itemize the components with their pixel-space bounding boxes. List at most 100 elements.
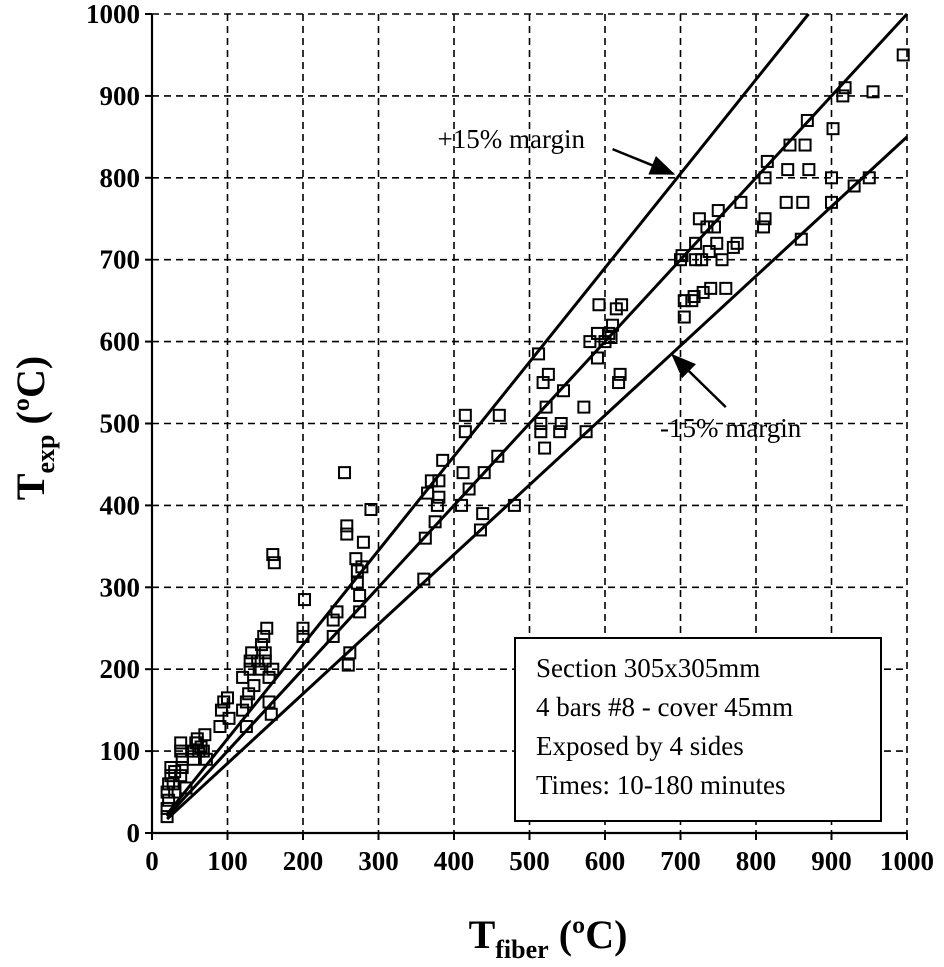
data-point: [783, 138, 797, 152]
legend-box: Section 305x305mm 4 bars #8 - cover 45mm E…: [514, 637, 882, 822]
data-point: [257, 629, 271, 643]
data-point: [702, 245, 716, 259]
data-point: [330, 605, 344, 619]
data-point: [604, 331, 618, 345]
data-point: [160, 810, 174, 824]
data-point: [534, 425, 548, 439]
data-point: [353, 605, 367, 619]
data-point: [239, 695, 253, 709]
data-point: [477, 466, 491, 480]
data-point: [298, 593, 312, 607]
data-point: [847, 179, 861, 193]
data-point: [243, 654, 257, 668]
data-point: [190, 732, 204, 746]
data-point: [166, 777, 180, 791]
annotations: +15% margin -15% margin: [438, 124, 802, 443]
y-axis-title-main: T: [8, 473, 53, 500]
data-point: [340, 519, 354, 533]
y-tick-label-600: 600: [100, 327, 141, 357]
data-point: [826, 122, 840, 136]
data-point: [296, 629, 310, 643]
data-point: [456, 466, 470, 480]
x-tick-label-200: 200: [283, 846, 324, 876]
data-point: [254, 638, 268, 652]
data-point: [715, 253, 729, 267]
data-point: [612, 376, 626, 390]
data-point: [174, 744, 188, 758]
data-point: [726, 240, 740, 254]
data-point: [730, 236, 744, 250]
data-point: [704, 281, 718, 295]
data-point: [458, 408, 472, 422]
data-point: [341, 658, 355, 672]
data-point: [757, 220, 771, 234]
data-point: [674, 253, 687, 267]
data-point: [199, 752, 213, 766]
y-axis-title-sub: exp: [31, 435, 60, 474]
data-point: [221, 691, 234, 705]
data-point: [364, 502, 378, 516]
data-point: [695, 253, 709, 267]
data-point: [590, 351, 604, 365]
data-point: [700, 220, 714, 234]
data-point: [689, 236, 703, 250]
data-point: [260, 621, 274, 635]
y-tick-label-900: 900: [100, 81, 141, 111]
data-point: [758, 212, 772, 226]
legend-line-0: Section 305x305mm: [536, 653, 760, 683]
x-tick-label-0: 0: [145, 846, 159, 876]
data-point: [553, 425, 567, 439]
data-point: [213, 720, 227, 734]
data-point: [160, 801, 174, 815]
data-point: [685, 294, 699, 308]
data-point: [194, 740, 208, 754]
x-axis-title-sub: fiber: [495, 935, 548, 962]
data-point: [236, 670, 250, 684]
x-tick-label-300: 300: [358, 846, 399, 876]
data-point: [243, 662, 257, 676]
data-point: [836, 89, 850, 103]
data-point: [267, 556, 281, 570]
data-point: [677, 294, 691, 308]
y-tick-label-400: 400: [100, 490, 141, 520]
data-point: [340, 527, 354, 541]
data-point: [798, 138, 812, 152]
data-point: [896, 48, 910, 62]
annotation-arrow-0: [612, 147, 676, 175]
x-axis-title-main: T: [469, 912, 496, 957]
data-point: [760, 154, 774, 168]
reference-line-2: [166, 135, 909, 821]
data-point: [296, 621, 310, 635]
data-point: [606, 318, 620, 332]
data-point: [592, 298, 606, 312]
x-tick-label-600: 600: [585, 846, 626, 876]
data-point: [198, 728, 212, 742]
data-point: [794, 232, 808, 246]
y-tick-label-0: 0: [127, 818, 141, 848]
data-point: [800, 113, 814, 127]
data-point: [175, 760, 189, 774]
annotation-label-1: -15% margin: [660, 413, 802, 443]
data-point: [417, 572, 431, 586]
y-tick-label-700: 700: [100, 245, 141, 275]
data-point: [455, 498, 469, 512]
data-point: [539, 400, 553, 414]
data-point: [677, 310, 691, 324]
data-point: [491, 449, 505, 463]
data-point: [251, 654, 265, 668]
data-point: [214, 703, 228, 717]
legend-line-3: Times: 10-180 minutes: [536, 770, 786, 800]
data-point: [734, 195, 748, 209]
y-axis-title: Texp (ºC): [8, 356, 60, 500]
y-tick-label-300: 300: [100, 572, 141, 602]
data-point: [353, 588, 367, 602]
data-point: [428, 515, 442, 529]
data-point: [262, 695, 276, 709]
x-tick-label-900: 900: [811, 846, 852, 876]
data-point: [719, 281, 733, 295]
y-tick-label-100: 100: [100, 736, 141, 766]
data-point: [692, 212, 706, 226]
data-point: [707, 220, 721, 234]
data-point: [862, 171, 876, 185]
